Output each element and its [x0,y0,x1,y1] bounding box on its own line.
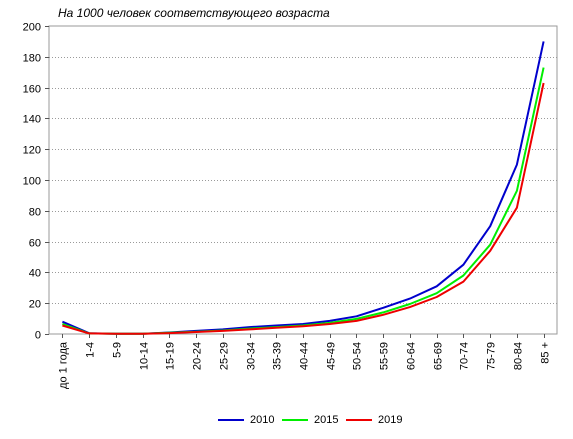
legend-swatch [282,419,308,421]
x-tick-label: 50-54 [352,342,364,370]
x-tick-label: 70-74 [459,342,471,370]
y-tick-label: 140 [23,114,41,126]
x-tick-label: 5-9 [112,342,124,358]
line-chart: 0 20 40 60 80 100 120 140 160 180 200 до 1 года 1-4 5… [23,22,558,389]
x-tick-label: 65-69 [433,342,445,370]
y-tick-label: 160 [23,84,41,96]
x-tick-label: 40-44 [299,342,311,370]
series-line-2019 [62,82,545,335]
x-tick-label: 55-59 [379,342,391,370]
x-tick-label: 80-84 [513,342,525,370]
y-tick-label: 180 [23,53,41,65]
y-tick-label: 60 [29,238,41,250]
y-tick-label: 20 [29,299,41,311]
legend-item-2015: 2015 [282,414,338,426]
y-tick-label: 40 [29,268,41,280]
legend-label: 2015 [314,414,339,426]
y-tick-label: 120 [23,145,41,157]
x-tick-label: 20-24 [192,342,204,370]
chart-title: На 1000 человек соответствующего возраст… [58,6,330,20]
x-tick-label: до 1 года [58,341,70,389]
x-tick-label: 75-79 [486,342,498,370]
y-tick-label: 80 [29,207,41,219]
x-tick-label: 15-19 [165,342,177,370]
x-tick-label: 1-4 [85,342,97,358]
legend-swatch [218,419,244,421]
legend-item-2010: 2010 [218,414,274,426]
legend-item-2019: 2019 [346,414,402,426]
x-tick-label: 45-49 [326,342,338,370]
chart-legend: 2010 2015 2019 [0,414,573,430]
x-tick-label: 85 + [540,342,552,364]
x-tick-label: 30-34 [246,342,258,370]
plot-area [48,25,558,335]
x-tick-label: 60-64 [406,342,418,370]
x-tick-label: 25-29 [219,342,231,370]
legend-label: 2010 [250,414,275,426]
x-tick-label: 10-14 [139,342,151,370]
x-tick-label: 35-39 [272,342,284,370]
y-tick-label: 100 [23,176,41,188]
y-tick-label: 200 [23,22,41,34]
y-tick-label: 0 [35,330,41,342]
legend-label: 2019 [378,414,403,426]
legend-swatch [346,419,372,421]
